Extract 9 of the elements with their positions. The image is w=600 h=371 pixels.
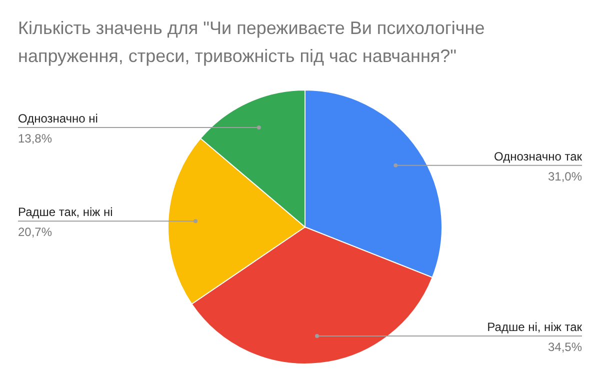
slice-label: Однозначно ні xyxy=(18,112,98,126)
data-label: 13,8% xyxy=(18,132,52,146)
slice-label: Радше ні, ніж так xyxy=(487,320,583,334)
slice-label: Радше так, ніж ні xyxy=(18,205,113,220)
data-label: 34,5% xyxy=(548,340,582,354)
slice-label: Однозначно так xyxy=(494,149,583,164)
data-label: 20,7% xyxy=(18,225,52,240)
data-label: 31,0% xyxy=(548,169,582,184)
chart-title: Кількість значень для "Чи переживаєте Ви психологічне напруження, стреси, тривожність під час навчання?" xyxy=(18,17,486,68)
